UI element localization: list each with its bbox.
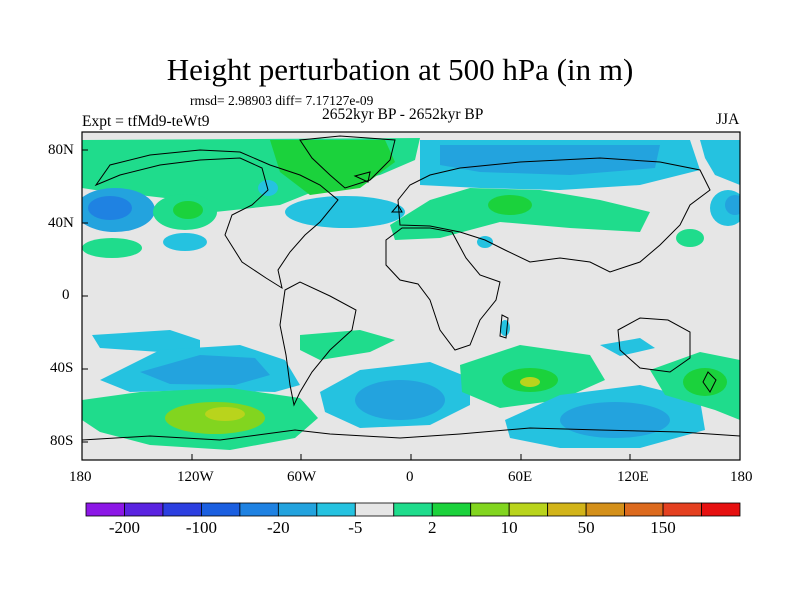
australia-coast [617, 317, 691, 373]
colorbar [85, 502, 741, 517]
lon-label-120e: 120E [617, 469, 649, 485]
antarctica-coast [82, 427, 740, 441]
colorbar-swatch [701, 502, 741, 517]
colorbar-label: 10 [500, 518, 518, 537]
lon-label-60e: 60E [508, 469, 533, 485]
anomaly-east-antarctic-core [560, 402, 670, 438]
lon-label-120w: 120W [177, 469, 214, 485]
lat-label-80s: 80S [50, 433, 74, 449]
greenland-coast [299, 135, 396, 189]
madagascar-coast [499, 314, 509, 339]
colorbar-swatch [508, 502, 549, 517]
lon-label-180w: 180 [69, 469, 92, 485]
colorbar-swatch [162, 502, 202, 517]
colorbar-label: -20 [267, 518, 290, 537]
period-label: 2652kyr BP - 2652kyr BP [322, 106, 484, 123]
colorbar-swatch [201, 502, 241, 517]
colorbar-label: 2 [427, 518, 437, 537]
lon-label-180e: 180 [730, 469, 753, 485]
anomaly-tasman-core [683, 368, 727, 396]
anomaly-south-indian-max [520, 377, 540, 387]
anomaly-south-pacific-core [140, 355, 270, 385]
anomaly-australia-negative [600, 338, 655, 356]
anomaly-japan-positive [676, 229, 704, 247]
colorbar-swatch [316, 502, 356, 517]
colorbar-label: -5 [348, 518, 363, 537]
lat-label-80n: 80N [48, 142, 74, 158]
islands-coast [353, 171, 403, 213]
anomaly-north-pacific-core [88, 196, 132, 220]
anomaly-amundsen-max [205, 407, 245, 421]
season-label: JJA [716, 111, 740, 128]
anomaly-alaska-core [173, 201, 203, 219]
tick-marks [82, 149, 631, 460]
map-field [82, 132, 740, 460]
new-zealand-coast [702, 371, 717, 393]
anomaly-eurasia-core [488, 195, 532, 215]
colorbar-swatch [547, 502, 587, 517]
north-america-coast [94, 149, 339, 290]
experiment-label: Expt = tfMd9-teWt9 [82, 113, 210, 130]
anomaly-hawaii-positive [82, 238, 142, 258]
africa-coast [385, 227, 501, 351]
colorbar-label: 50 [577, 518, 595, 537]
colorbar-swatch [124, 502, 164, 517]
colorbar-swatch [239, 502, 279, 517]
lat-label-40n: 40N [48, 215, 74, 231]
colorbar-swatch [585, 502, 625, 517]
anomaly-eurasia-positive [390, 188, 650, 240]
anomaly-subtropical-pacific [163, 233, 207, 251]
colorbar-label: 150 [650, 518, 676, 537]
anomaly-south-america-positive [300, 330, 395, 360]
colorbar-swatch [393, 502, 433, 517]
anomaly-greenland-positive [270, 140, 395, 195]
anomaly-east-siberia [700, 140, 740, 185]
anomaly-north-atlantic-negative [285, 196, 405, 228]
colorbar-swatch [662, 502, 702, 517]
colorbar-swatch [624, 502, 664, 517]
coastlines [82, 135, 740, 441]
anomaly-kamchatka-core [725, 195, 740, 215]
colorbar-label: -100 [185, 518, 217, 537]
colorbar-swatch [277, 502, 318, 517]
anomaly-south-pacific-band [92, 330, 200, 352]
colorbar-label: -200 [108, 518, 141, 537]
south-america-coast [279, 281, 357, 407]
lat-label-40s: 40S [50, 360, 74, 376]
map-title: Height perturbation at 500 hPa (in m) [166, 52, 634, 87]
anomaly-small-negative [258, 180, 278, 196]
lat-label-0: 0 [62, 287, 70, 303]
lon-label-0: 0 [406, 469, 414, 485]
colorbar-swatch [470, 502, 510, 517]
anomaly-south-atlantic-core [355, 380, 445, 420]
colorbar-swatch [354, 502, 395, 517]
stats-line: rmsd= 2.98903 diff= 7.17127e-09 [190, 93, 374, 108]
lon-label-60w: 60W [287, 469, 317, 485]
colorbar-swatch [85, 502, 125, 517]
colorbar-swatch [431, 502, 472, 517]
eurasia-coast [397, 157, 711, 273]
